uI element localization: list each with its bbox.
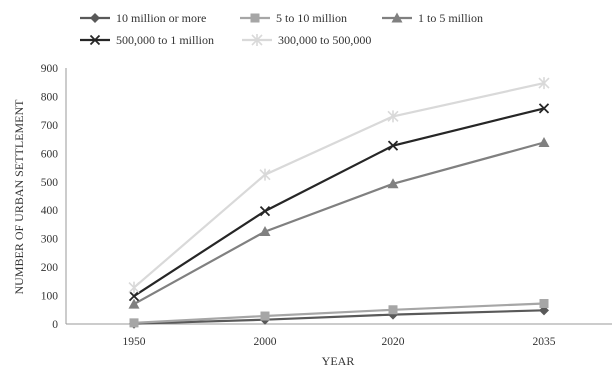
legend-item: 1 to 5 million [382, 11, 483, 25]
legend-marker [250, 13, 260, 23]
series-5 [128, 77, 550, 294]
legend-item: 300,000 to 500,000 [242, 33, 371, 47]
x-tick-label: 2000 [254, 336, 277, 348]
legend-label: 10 million or more [116, 11, 206, 25]
y-tick-label: 200 [41, 262, 59, 274]
data-point [260, 311, 270, 321]
legend-marker [89, 34, 101, 46]
data-point [259, 205, 271, 217]
y-tick-label: 700 [41, 120, 59, 132]
series-line [133, 107, 545, 298]
data-point [539, 299, 549, 309]
series-1 [129, 305, 549, 329]
y-tick-label: 0 [52, 319, 58, 331]
x-tick-label: 2035 [533, 336, 556, 348]
series-3 [128, 137, 550, 309]
y-axis-title: NUMBER OF URBAN SETTLEMENT [12, 99, 26, 295]
legend-item: 500,000 to 1 million [80, 33, 214, 47]
data-point [538, 137, 550, 148]
series-line [133, 141, 545, 306]
plot-area [128, 77, 550, 329]
chart-axes: 0 100 200 300 400 500 600 700 800 900 1950 2000 202… [12, 63, 612, 368]
data-point [387, 178, 399, 189]
y-tick-label: 400 [41, 205, 59, 217]
legend-marker [251, 34, 263, 46]
y-tick-label: 900 [41, 63, 59, 75]
legend-label: 300,000 to 500,000 [278, 33, 371, 47]
y-tick-label: 800 [41, 91, 59, 103]
data-point [129, 318, 139, 328]
legend-item: 10 million or more [80, 11, 206, 25]
y-tick-label: 300 [41, 234, 59, 246]
legend-label: 1 to 5 million [418, 11, 483, 25]
legend: 10 million or more 5 to 10 million 1 to 5 … [80, 11, 483, 47]
data-point [128, 290, 140, 302]
series-line [133, 302, 545, 324]
data-point [128, 281, 140, 294]
x-tick-label: 1950 [123, 336, 146, 348]
y-axis-ticks: 0 100 200 300 400 500 600 700 800 900 [41, 63, 59, 331]
series-4 [128, 103, 550, 302]
data-point [538, 77, 550, 90]
data-point [128, 298, 140, 309]
legend-item: 5 to 10 million [240, 11, 347, 25]
y-tick-label: 600 [41, 148, 59, 160]
data-point [259, 226, 271, 237]
data-point [387, 140, 399, 151]
data-point [259, 168, 271, 181]
legend-marker [90, 13, 100, 23]
x-axis-title: YEAR [322, 354, 355, 368]
y-tick-label: 100 [41, 291, 59, 303]
data-point [538, 103, 550, 114]
series-line [133, 309, 545, 325]
y-tick-label: 500 [41, 177, 59, 189]
series-line [133, 82, 545, 289]
x-axis-ticks: 1950 2000 2020 2035 [123, 336, 556, 348]
legend-marker [391, 12, 403, 23]
legend-label: 5 to 10 million [276, 11, 347, 25]
data-point [387, 110, 399, 123]
legend-label: 500,000 to 1 million [116, 33, 214, 47]
data-point [388, 305, 398, 315]
series-2 [129, 299, 549, 328]
x-tick-label: 2020 [382, 336, 405, 348]
